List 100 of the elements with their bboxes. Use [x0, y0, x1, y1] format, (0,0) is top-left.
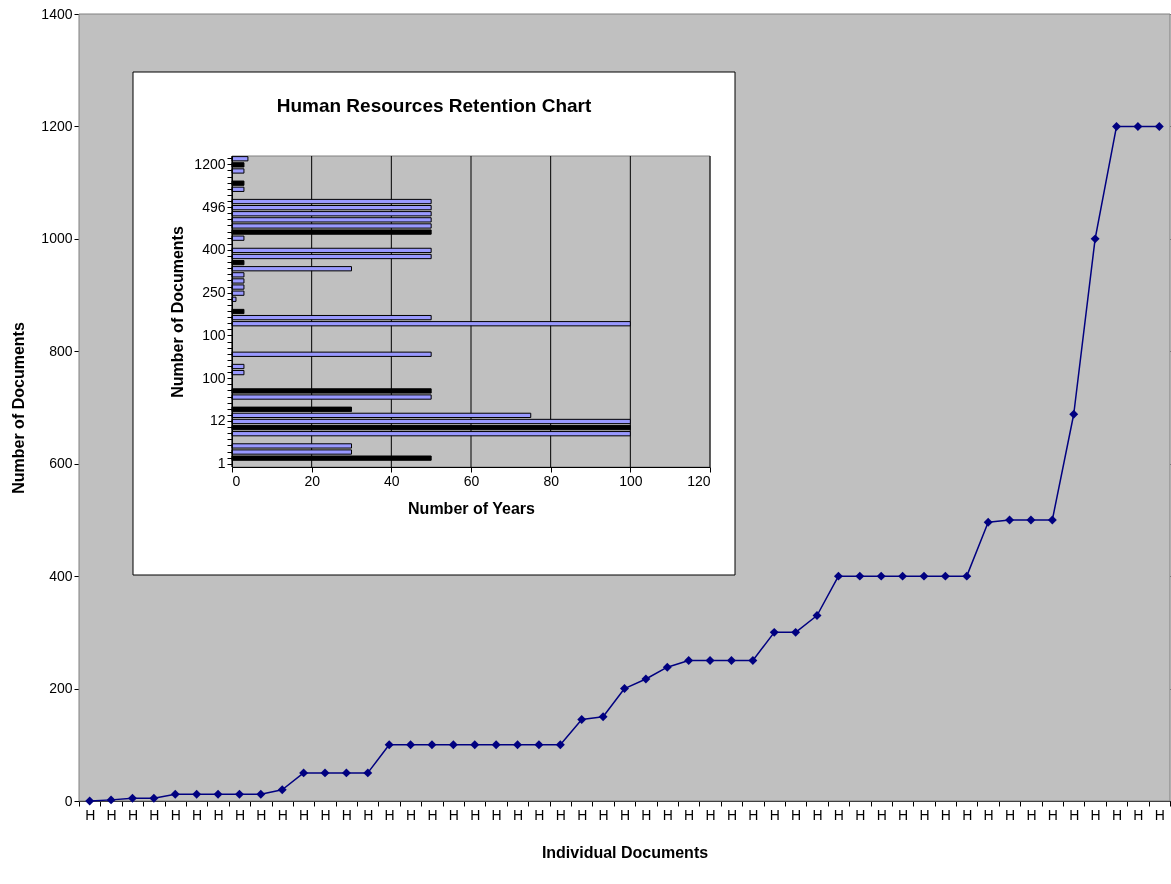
point	[962, 571, 972, 581]
point	[662, 662, 672, 672]
x-tick-label: H	[705, 806, 716, 823]
y-tick-label: 800	[49, 342, 73, 359]
point	[983, 517, 993, 527]
y-tick-label: 200	[49, 680, 73, 697]
point	[106, 795, 116, 805]
x-tick-label: H	[940, 806, 951, 823]
point	[363, 768, 373, 778]
y-tick-label: 1200	[41, 117, 73, 134]
x-tick-label: H	[1111, 806, 1123, 823]
x-tick-label: 100	[619, 472, 643, 489]
point	[256, 789, 266, 799]
x-tick-label: H	[876, 806, 887, 823]
x-axis-title: Individual Documents	[541, 843, 709, 861]
x-tick-label: H	[962, 806, 973, 823]
chart-title: Human Resources Retention Chart	[276, 95, 592, 116]
point	[855, 571, 865, 581]
x-tick-label: H	[684, 806, 695, 823]
point	[534, 740, 544, 750]
x-axis-title: Number of Years	[408, 499, 536, 517]
x-tick-label: H	[662, 806, 673, 823]
point	[513, 740, 523, 750]
point	[213, 789, 223, 799]
point	[876, 571, 886, 581]
point	[748, 655, 758, 665]
x-tick-label: H	[1026, 806, 1037, 823]
point	[684, 655, 694, 665]
x-tick-label: H	[812, 806, 823, 823]
y-tick-label: 12	[209, 412, 226, 429]
x-tick-label: H	[427, 806, 438, 823]
x-tick-label: H	[791, 806, 802, 823]
x-tick-label: H	[919, 806, 930, 823]
y-tick-label: 1400	[41, 5, 73, 22]
y-tick-label: 250	[202, 284, 226, 301]
x-tick-label: H	[641, 806, 652, 823]
x-tick-label: H	[1133, 806, 1144, 823]
y-tick-label: 400	[202, 241, 226, 258]
x-tick-label: H	[384, 806, 395, 823]
x-tick-label: H	[598, 806, 609, 823]
point	[406, 740, 416, 750]
x-tick-label: H	[256, 806, 267, 823]
y-tick-label: 496	[202, 198, 226, 215]
x-tick-label: H	[1005, 806, 1016, 823]
x-tick-label: H	[898, 806, 909, 823]
point	[555, 740, 565, 750]
x-tick-label: H	[127, 806, 139, 823]
x-tick-label: H	[299, 806, 310, 823]
point	[1090, 234, 1100, 244]
y-tick-label: 1	[217, 455, 226, 472]
x-tick-label: H	[619, 806, 631, 823]
x-tick-label: H	[1069, 806, 1080, 823]
point	[791, 627, 801, 637]
y-tick-label: 0	[64, 792, 73, 809]
point	[1112, 121, 1121, 131]
x-tick-label: H	[855, 806, 866, 823]
x-tick-label: H	[213, 806, 224, 823]
x-tick-label: H	[149, 806, 160, 823]
point	[470, 740, 480, 750]
x-tick-label: H	[1154, 806, 1165, 823]
x-tick-label: H	[406, 806, 417, 823]
point	[384, 740, 394, 750]
x-tick-label: H	[85, 806, 96, 823]
point	[598, 712, 608, 722]
point	[192, 789, 202, 799]
point	[299, 768, 309, 778]
x-tick-label: H	[192, 806, 203, 823]
x-tick-label: 80	[543, 472, 560, 489]
point	[277, 785, 287, 795]
point	[128, 793, 137, 803]
point	[1026, 515, 1036, 525]
x-tick-label: 20	[304, 472, 321, 489]
point	[170, 789, 180, 799]
x-tick-label: H	[983, 806, 994, 823]
x-tick-label: H	[512, 806, 524, 823]
y-axis-title: Number of Documents	[10, 322, 28, 494]
point	[427, 740, 437, 750]
x-tick-label: H	[106, 806, 117, 823]
x-tick-label: H	[448, 806, 459, 823]
y-axis-title: Number of Documents	[169, 226, 187, 398]
point	[577, 715, 587, 724]
x-tick-label: H	[320, 806, 331, 823]
point	[812, 611, 822, 620]
x-tick-label: 0	[232, 472, 241, 489]
x-tick-label: H	[1090, 806, 1101, 823]
x-tick-label: H	[170, 806, 181, 823]
x-tick-label: H	[748, 806, 759, 823]
point	[149, 793, 159, 803]
point	[234, 789, 244, 799]
y-tick-label: 600	[49, 455, 73, 472]
point	[919, 571, 929, 581]
x-tick-label: H	[769, 806, 780, 823]
y-tick-label: 1000	[41, 230, 73, 247]
point	[341, 768, 351, 778]
x-tick-label: H	[277, 806, 288, 823]
x-tick-label: H	[341, 806, 352, 823]
point	[1069, 409, 1079, 419]
point	[1154, 121, 1164, 131]
x-tick-label: H	[470, 806, 481, 823]
x-tick-label: H	[234, 806, 245, 823]
